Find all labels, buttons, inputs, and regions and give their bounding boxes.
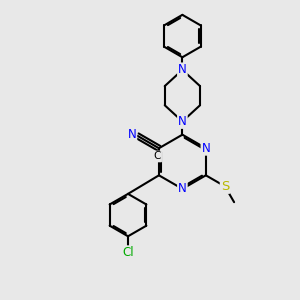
Text: N: N <box>178 115 187 128</box>
Text: N: N <box>128 128 136 141</box>
Text: N: N <box>178 182 187 195</box>
Text: Cl: Cl <box>122 246 134 259</box>
Text: N: N <box>202 142 210 155</box>
Text: N: N <box>178 63 187 76</box>
Text: S: S <box>221 180 229 193</box>
Text: C: C <box>154 152 161 161</box>
